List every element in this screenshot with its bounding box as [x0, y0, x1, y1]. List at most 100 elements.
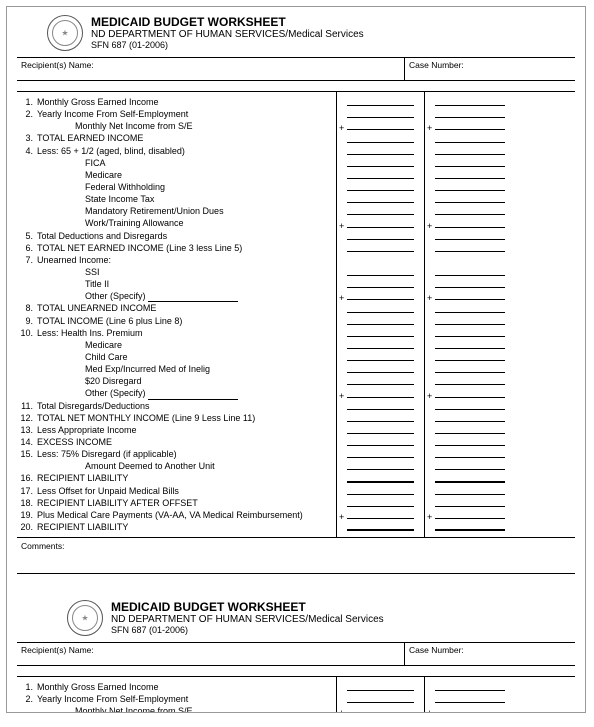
page-frame: MEDICAID BUDGET WORKSHEET ND DEPARTMENT … [6, 6, 586, 713]
line-number: 6. [19, 242, 37, 254]
line-number: 15. [19, 448, 37, 460]
fill-line [343, 315, 418, 327]
worksheet-table-2: 1.Monthly Gross Earned Income2.Yearly In… [17, 676, 575, 713]
fill-line [431, 254, 509, 266]
fill-line [431, 145, 509, 157]
line-number: 1. [19, 96, 37, 108]
line-row: 20.RECIPIENT LIABILITY [19, 521, 334, 533]
line-row: Other (Specify) [19, 387, 334, 399]
line-text: FICA [37, 157, 334, 169]
line-row: Med Exp/Incurred Med of Inelig [19, 363, 334, 375]
line-row: Medicare [19, 339, 334, 351]
line-text: Total Deductions and Disregards [37, 230, 334, 242]
fill-line [343, 400, 418, 412]
line-text: Mandatory Retirement/Union Dues [37, 205, 334, 217]
line-text: Plus Medical Care Payments (VA-AA, VA Me… [37, 509, 334, 521]
fill-line [343, 705, 418, 713]
fill-line [343, 497, 418, 509]
form-header: MEDICAID BUDGET WORKSHEET ND DEPARTMENT … [17, 15, 575, 51]
fill-line [431, 339, 509, 351]
line-row: Federal Withholding [19, 181, 334, 193]
line-text: Total Disregards/Deductions [37, 400, 334, 412]
case-number-label: Case Number: [405, 58, 575, 80]
fill-line [431, 327, 509, 339]
line-row: 10.Less: Health Ins. Premium [19, 327, 334, 339]
fill-line [343, 193, 418, 205]
line-number [19, 387, 37, 399]
line-row: Amount Deemed to Another Unit [19, 460, 334, 472]
line-number [19, 705, 37, 713]
line-text: Other (Specify) [37, 387, 334, 399]
fill-line [431, 448, 509, 460]
line-number: 18. [19, 497, 37, 509]
form-department-2: ND DEPARTMENT OF HUMAN SERVICES/Medical … [111, 614, 384, 625]
line-text: Monthly Net Income from S/E [37, 120, 334, 132]
line-text: Title II [37, 278, 334, 290]
line-number: 19. [19, 509, 37, 521]
fill-line [431, 485, 509, 497]
line-text: SSI [37, 266, 334, 278]
case-number-label-2: Case Number: [405, 643, 575, 665]
line-row: Other (Specify) [19, 290, 334, 302]
state-seal-icon-2 [67, 600, 103, 636]
fill-line [431, 266, 509, 278]
form-title: MEDICAID BUDGET WORKSHEET [91, 15, 364, 29]
line-number: 5. [19, 230, 37, 242]
line-text: TOTAL NET MONTHLY INCOME (Line 9 Less Li… [37, 412, 334, 424]
fill-line [431, 315, 509, 327]
fill-line [343, 424, 418, 436]
fill-line [431, 351, 509, 363]
line-number [19, 278, 37, 290]
fill-line [343, 485, 418, 497]
header-text-2: MEDICAID BUDGET WORKSHEET ND DEPARTMENT … [111, 600, 384, 635]
line-number [19, 290, 37, 302]
fill-line [343, 448, 418, 460]
line-row: 1.Monthly Gross Earned Income [19, 96, 334, 108]
line-row: $20 Disregard [19, 375, 334, 387]
fill-line [431, 387, 509, 399]
line-number [19, 181, 37, 193]
fill-line [343, 181, 418, 193]
line-row: 2.Yearly Income From Self-Employment [19, 108, 334, 120]
line-text: Amount Deemed to Another Unit [37, 460, 334, 472]
line-number: 4. [19, 145, 37, 157]
fill-line [431, 363, 509, 375]
line-number [19, 205, 37, 217]
line-text: Yearly Income From Self-Employment [37, 108, 334, 120]
recipient-name-label-2: Recipient(s) Name: [17, 643, 405, 665]
fill-line [431, 120, 509, 132]
line-text: Unearned Income: [37, 254, 334, 266]
line-text: State Income Tax [37, 193, 334, 205]
line-text: Med Exp/Incurred Med of Inelig [37, 363, 334, 375]
fill-line [343, 230, 418, 242]
line-text: Less: Health Ins. Premium [37, 327, 334, 339]
specify-underline [148, 392, 238, 400]
fill-line [343, 436, 418, 448]
line-text: Medicare [37, 169, 334, 181]
fill-line [343, 132, 418, 144]
line-row: 16.RECIPIENT LIABILITY [19, 472, 334, 484]
line-text: Work/Training Allowance [37, 217, 334, 229]
line-text: Less Appropriate Income [37, 424, 334, 436]
fill-line [343, 96, 418, 108]
line-row: 18.RECIPIENT LIABILITY AFTER OFFSET [19, 497, 334, 509]
line-row: 7.Unearned Income: [19, 254, 334, 266]
fill-line [343, 266, 418, 278]
line-row: 5.Total Deductions and Disregards [19, 230, 334, 242]
fill-line [343, 363, 418, 375]
fill-line [343, 205, 418, 217]
fill-line [431, 132, 509, 144]
fill-line [343, 460, 418, 472]
comments-label: Comments: [17, 538, 575, 574]
value-column-1 [337, 92, 425, 537]
line-row: 4.Less: 65 + 1/2 (aged, blind, disabled) [19, 145, 334, 157]
fill-line [431, 205, 509, 217]
line-text: RECIPIENT LIABILITY [37, 521, 334, 533]
line-text: Monthly Gross Earned Income [37, 96, 334, 108]
line-number: 7. [19, 254, 37, 266]
line-text: TOTAL UNEARNED INCOME [37, 302, 334, 314]
form-header-2: MEDICAID BUDGET WORKSHEET ND DEPARTMENT … [17, 600, 575, 636]
line-row: Monthly Net Income from S/E [19, 705, 334, 713]
value-column-2 [425, 92, 515, 537]
fill-line [343, 472, 418, 484]
